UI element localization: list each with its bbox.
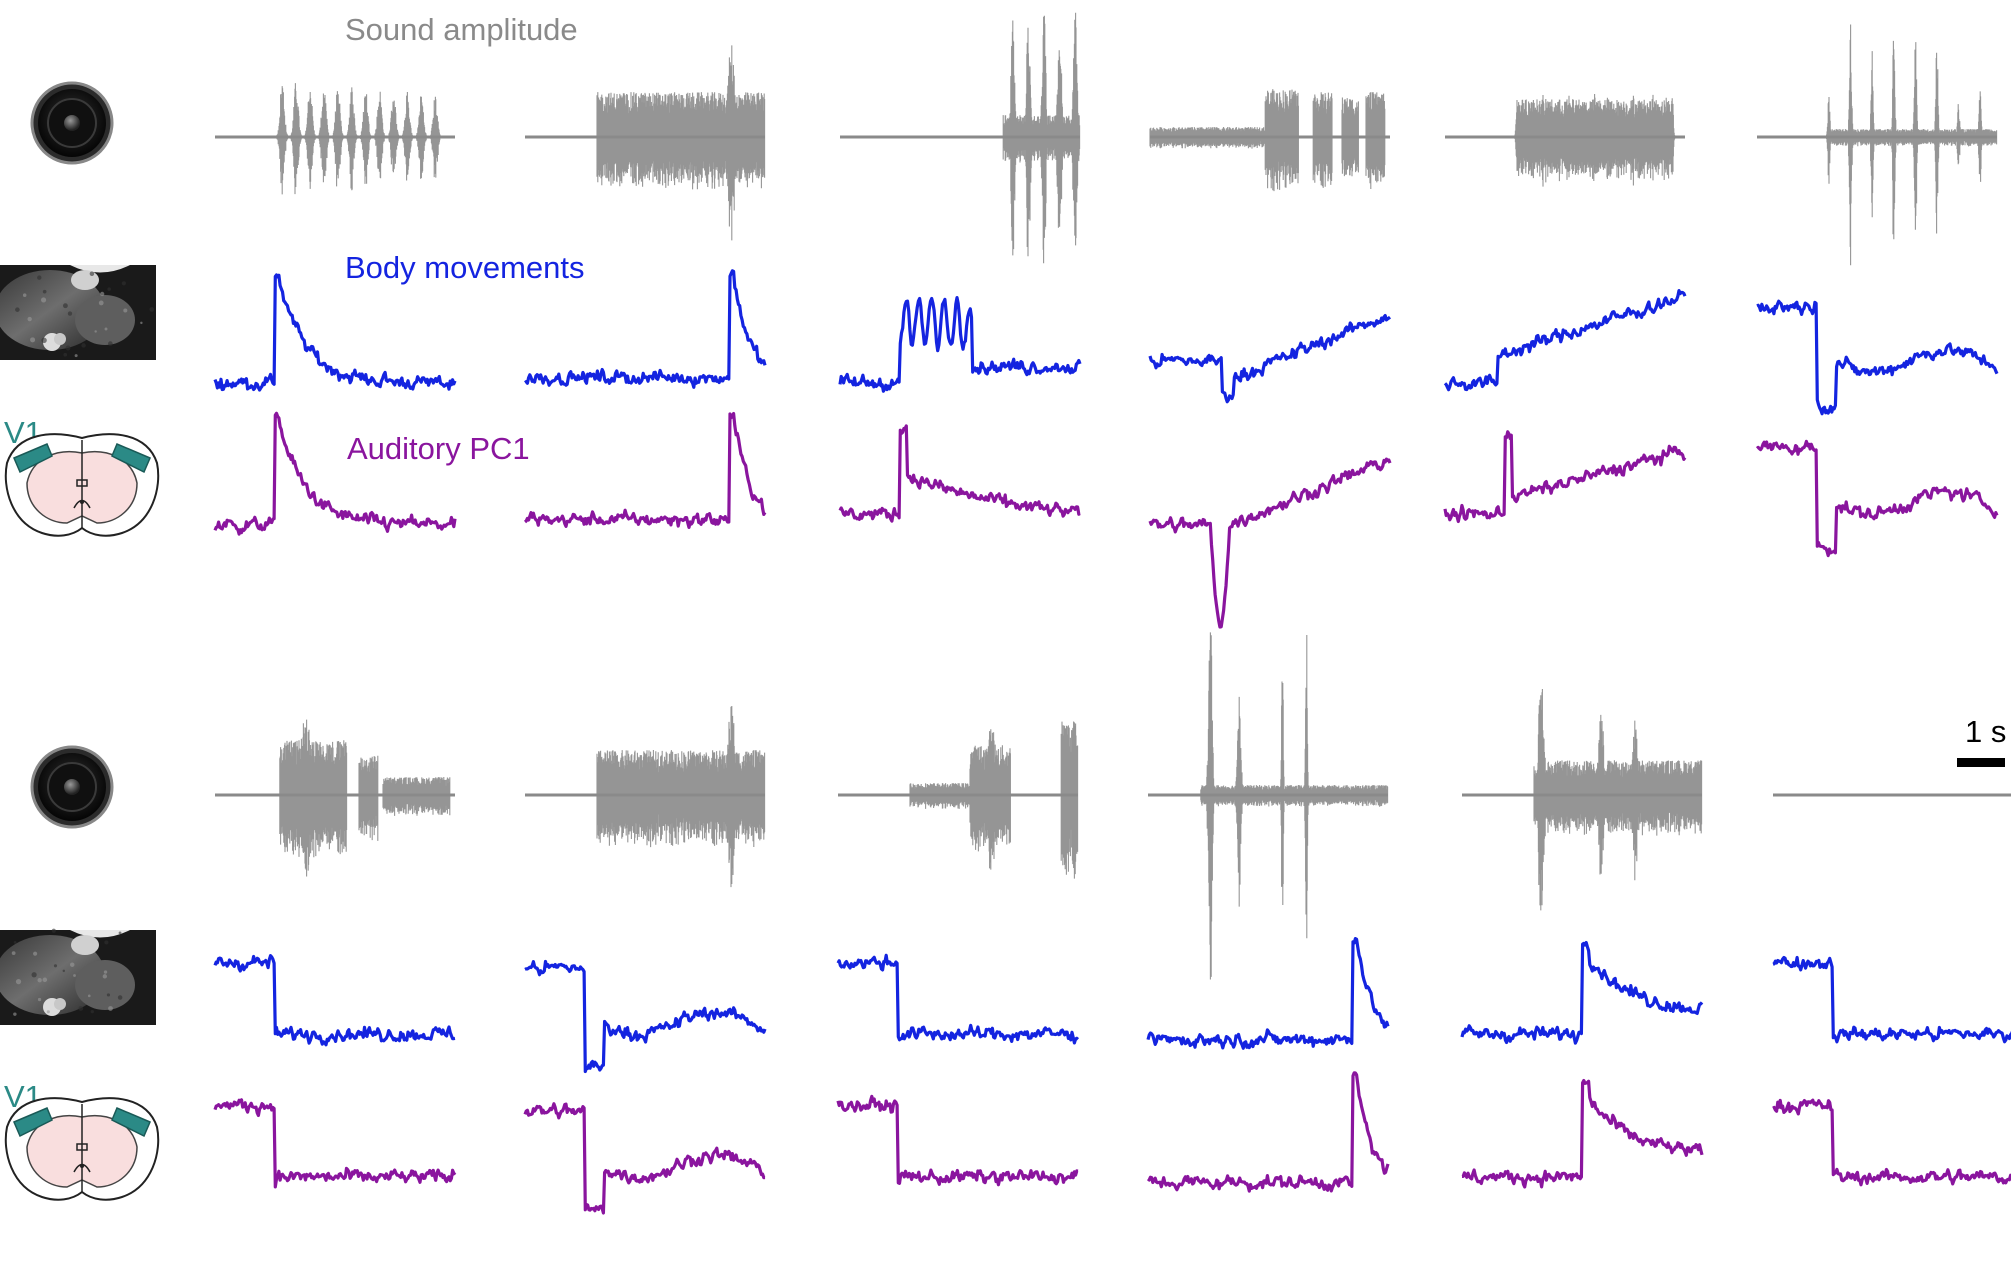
auditory-pc1-label: Auditory PC1 <box>347 431 530 466</box>
auditory-pc1-trace <box>1772 1098 2011 1187</box>
body-movement-trace <box>213 954 456 1047</box>
mouse-video-frame <box>0 265 156 360</box>
sound-amplitude-trace <box>215 83 455 195</box>
scalebar-label: 1 s <box>1965 714 2006 749</box>
sound-amplitude-trace <box>1148 632 1389 980</box>
body-movement-trace <box>213 273 457 392</box>
scalebar <box>1957 758 2005 767</box>
auditory-pc1-trace <box>1148 457 1392 629</box>
auditory-pc1-trace <box>1443 430 1687 524</box>
speaker-icon <box>30 81 114 165</box>
auditory-pc1-trace <box>213 1098 457 1189</box>
sound-amplitude-trace <box>840 12 1081 264</box>
sound-amplitude-trace <box>1757 24 1998 266</box>
sound-amplitude-trace <box>525 45 766 241</box>
body-movement-trace <box>1148 314 1392 404</box>
brain-section-icon <box>4 1097 160 1201</box>
mouse-video-frame <box>0 928 156 1025</box>
body-movement-trace <box>1443 289 1687 392</box>
sound-amplitude-trace <box>1149 89 1390 192</box>
sound-amplitude-trace <box>1445 94 1685 187</box>
auditory-pc1-trace <box>523 411 767 529</box>
auditory-pc1-trace <box>838 424 1081 523</box>
body-movement-trace <box>524 959 767 1074</box>
auditory-pc1-trace <box>1755 439 1999 558</box>
auditory-pc1-trace <box>836 1094 1079 1187</box>
auditory-pc1-trace <box>1461 1078 1704 1189</box>
sound-amplitude-label: Sound amplitude <box>345 12 578 47</box>
sound-amplitude-trace <box>838 721 1079 879</box>
body-movement-trace <box>524 269 767 389</box>
body-movement-trace <box>1146 937 1390 1050</box>
body-movement-trace <box>1772 955 2011 1044</box>
auditory-pc1-trace <box>523 1102 766 1215</box>
body-movements-label: Body movements <box>345 250 585 285</box>
speaker-icon <box>30 745 114 829</box>
body-movement-trace <box>1756 299 1999 416</box>
auditory-pc1-trace <box>1146 1071 1390 1193</box>
sound-amplitude-trace <box>525 706 766 888</box>
auditory-pc1-trace <box>213 411 457 536</box>
body-movement-trace <box>1460 941 1704 1045</box>
sound-amplitude-trace <box>215 719 455 877</box>
sound-amplitude-trace <box>1462 689 1703 911</box>
body-movement-trace <box>838 296 1082 393</box>
brain-section-icon <box>4 433 160 537</box>
body-movement-trace <box>836 953 1080 1045</box>
